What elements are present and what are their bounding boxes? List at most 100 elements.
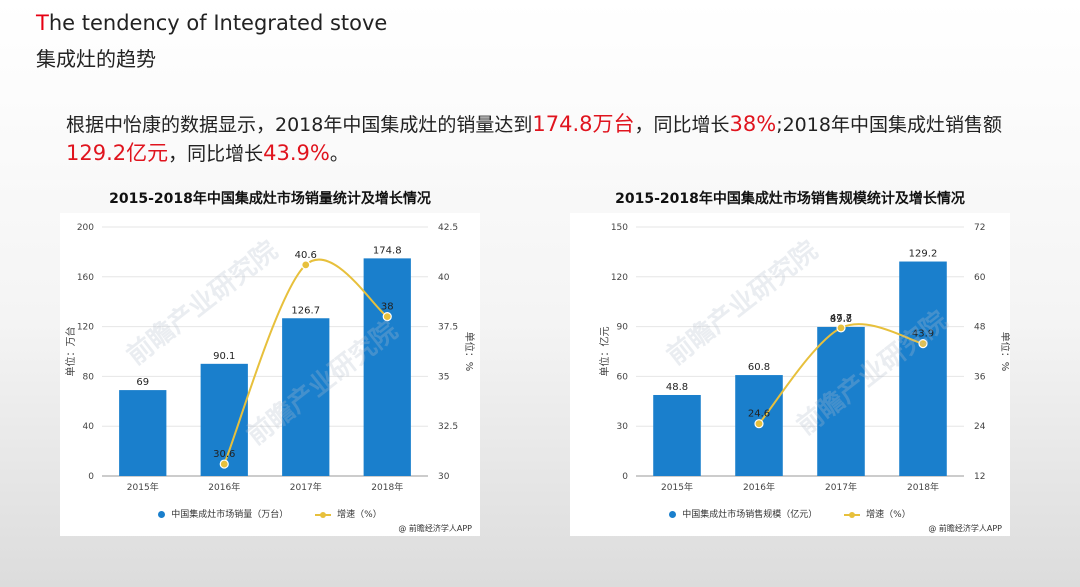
legend-item-line: 增速（%） — [315, 510, 382, 520]
bar — [282, 318, 330, 476]
bar — [817, 326, 865, 476]
growth-value-label: 47.7 — [830, 313, 852, 324]
slide-title-cn: 集成灶的趋势 — [36, 47, 156, 71]
x-tick-label: 2017年 — [825, 481, 857, 493]
growth-point — [754, 419, 764, 429]
y2-tick-label: 72 — [974, 223, 985, 233]
growth-value-label: 43.9 — [912, 329, 934, 340]
y2-tick-label: 24 — [974, 422, 986, 432]
y-axis-title: 单位：万台 — [64, 327, 77, 377]
y-tick-label: 30 — [617, 422, 629, 432]
intro-highlight-revenue: 129.2亿元 — [66, 141, 169, 165]
intro-text-3: ;2018年中国集成灶销售额 — [776, 114, 1002, 136]
y-tick-label: 60 — [617, 372, 629, 382]
growth-point — [301, 260, 311, 270]
y-tick-label: 160 — [77, 273, 94, 283]
chart-title: 2015-2018年中国集成灶市场销量统计及增长情况 — [109, 191, 431, 207]
y-tick-label: 0 — [88, 472, 94, 482]
y2-tick-label: 12 — [974, 472, 985, 482]
intro-text-5: 。 — [329, 143, 349, 165]
x-tick-label: 2018年 — [907, 481, 939, 493]
intro-text-2: ，同比增长 — [634, 114, 730, 136]
legend-bar-label: 中国集成灶市场销售规模（亿元） — [682, 510, 818, 520]
chart-svg: 0 30 60 90 120 150 12 24 36 48 60 72 单位：亿元 单位：% 2015年 4… — [598, 223, 1010, 493]
y-tick-label: 150 — [611, 223, 628, 233]
growth-point — [382, 312, 392, 322]
intro-highlight-revenue-growth: 43.9% — [263, 141, 330, 165]
chart-legend: 中国集成灶市场销量（万台） 增速（%） — [60, 507, 480, 520]
y2-tick-label: 60 — [974, 273, 986, 283]
growth-value-label: 40.6 — [295, 250, 317, 261]
x-tick-label: 2017年 — [290, 481, 322, 493]
growth-point — [918, 339, 928, 349]
growth-value-label: 38 — [381, 302, 394, 313]
slide-title-en: The tendency of Integrated stove — [36, 11, 387, 35]
legend-bar-label: 中国集成灶市场销量（万台） — [171, 510, 289, 520]
bar — [899, 261, 947, 476]
y2-tick-label: 42.5 — [438, 223, 458, 233]
x-tick-label: 2016年 — [743, 481, 775, 493]
intro-paragraph: 根据中怡康的数据显示，2018年中国集成灶的销量达到174.8万台，同比增长38… — [66, 110, 1046, 168]
chart-area: 前瞻产业研究院 前瞻产业研究院 0 40 80 120 160 200 30 32.5 35 37… — [60, 213, 480, 536]
y-tick-label: 0 — [622, 472, 628, 482]
chart-svg: 0 40 80 120 160 200 30 32.5 35 37.5 40 42.5 单位：万台 单位：… — [64, 223, 476, 493]
x-tick-label: 2015年 — [127, 481, 159, 493]
bar-value-label: 126.7 — [291, 305, 320, 316]
y2-tick-label: 36 — [974, 372, 986, 382]
chart-sales-volume: 2015-2018年中国集成灶市场销量统计及增长情况 前瞻产业研究院 前瞻产业研… — [60, 188, 480, 536]
y-tick-label: 80 — [83, 372, 95, 382]
y-tick-label: 120 — [611, 273, 628, 283]
intro-text-1: 根据中怡康的数据显示，2018年中国集成灶的销量达到 — [66, 114, 533, 136]
bar — [119, 390, 167, 476]
intro-text-4: ，同比增长 — [168, 143, 264, 165]
y2-tick-label: 40 — [438, 273, 450, 283]
growth-point — [836, 323, 846, 333]
y2-tick-label: 37.5 — [438, 323, 458, 333]
legend-bar-swatch — [669, 511, 677, 518]
x-tick-label: 2015年 — [661, 481, 693, 493]
bar-value-label: 48.8 — [666, 382, 688, 393]
y-tick-label: 90 — [617, 323, 629, 333]
y2-axis-title: 单位：% — [463, 332, 476, 372]
title-en-rest: he tendency of Integrated stove — [48, 11, 388, 35]
legend-line-label: 增速（%） — [337, 510, 382, 520]
bar-value-label: 174.8 — [373, 245, 402, 256]
legend-item-line: 增速（%） — [844, 510, 911, 520]
y2-tick-label: 48 — [974, 323, 986, 333]
bar-value-label: 69 — [136, 377, 149, 388]
chart-legend: 中国集成灶市场销售规模（亿元） 增速（%） — [570, 507, 1010, 520]
legend-line-label: 增速（%） — [866, 510, 911, 520]
y-tick-label: 200 — [77, 223, 94, 233]
growth-value-label: 24.6 — [748, 409, 770, 420]
chart-area: 前瞻产业研究院 前瞻产业研究院 0 30 60 90 120 150 12 24 36 48 60 7… — [570, 213, 1010, 536]
bar-value-label: 89.8 — [830, 314, 852, 325]
x-tick-label: 2018年 — [371, 481, 403, 493]
y-axis-title: 单位：亿元 — [598, 327, 611, 377]
growth-value-label: 30.6 — [213, 449, 235, 460]
x-tick-label: 2016年 — [208, 481, 240, 493]
growth-point — [219, 459, 229, 469]
y2-tick-label: 32.5 — [438, 422, 458, 432]
chart-source: @ 前瞻经济学人APP — [398, 524, 472, 533]
legend-line-swatch — [315, 511, 332, 518]
y-tick-label: 40 — [83, 422, 95, 432]
bar — [653, 394, 701, 476]
y2-axis-title: 单位：% — [999, 332, 1010, 372]
legend-item-bar: 中国集成灶市场销售规模（亿元） — [669, 510, 817, 520]
y2-tick-label: 30 — [438, 472, 450, 482]
chart-sales-revenue: 2015-2018年中国集成灶市场销售规模统计及增长情况 前瞻产业研究院 前瞻产… — [570, 188, 1010, 536]
y-tick-label: 120 — [77, 323, 94, 333]
title-first-letter: T — [36, 11, 49, 35]
chart-source: @ 前瞻经济学人APP — [928, 524, 1002, 533]
bar-value-label: 60.8 — [748, 362, 770, 373]
legend-line-swatch — [844, 511, 861, 518]
bar-value-label: 129.2 — [909, 249, 938, 260]
chart-title: 2015-2018年中国集成灶市场销售规模统计及增长情况 — [615, 191, 965, 207]
legend-item-bar: 中国集成灶市场销量（万台） — [158, 510, 288, 520]
bar — [363, 258, 411, 476]
bar-value-label: 90.1 — [213, 351, 235, 362]
intro-highlight-sales: 174.8万台 — [532, 112, 635, 136]
legend-bar-swatch — [158, 511, 166, 518]
y2-tick-label: 35 — [438, 372, 449, 382]
intro-highlight-sales-growth: 38% — [729, 112, 777, 136]
